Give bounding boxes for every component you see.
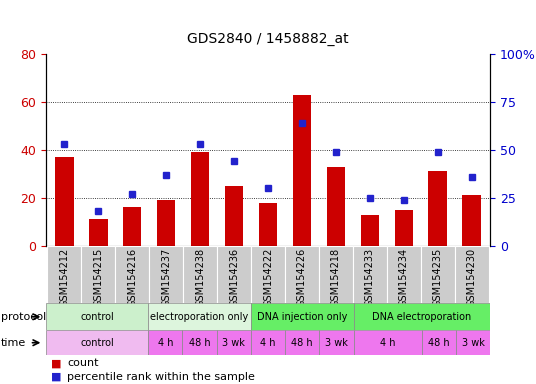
Bar bbox=[394, 210, 413, 246]
Bar bbox=[387, 246, 421, 303]
Bar bbox=[123, 207, 142, 246]
Text: GSM154222: GSM154222 bbox=[263, 248, 273, 307]
Text: GSM154226: GSM154226 bbox=[297, 248, 307, 307]
Bar bbox=[251, 246, 285, 303]
Bar bbox=[285, 330, 319, 355]
Bar bbox=[46, 330, 148, 355]
Text: 4 h: 4 h bbox=[260, 338, 276, 348]
Text: percentile rank within the sample: percentile rank within the sample bbox=[67, 372, 255, 382]
Text: 3 wk: 3 wk bbox=[222, 338, 245, 348]
Bar bbox=[463, 195, 481, 246]
Bar bbox=[293, 94, 311, 246]
Bar bbox=[148, 330, 182, 355]
Text: control: control bbox=[80, 338, 114, 348]
Bar bbox=[354, 330, 422, 355]
Text: GSM154236: GSM154236 bbox=[229, 248, 239, 306]
Text: 48 h: 48 h bbox=[189, 338, 210, 348]
Bar bbox=[326, 167, 345, 246]
Bar bbox=[148, 303, 251, 330]
Bar bbox=[225, 186, 243, 246]
Text: GSM154237: GSM154237 bbox=[161, 248, 171, 307]
Text: DNA electroporation: DNA electroporation bbox=[373, 312, 472, 322]
Text: count: count bbox=[67, 358, 99, 368]
Text: 48 h: 48 h bbox=[428, 338, 450, 348]
Text: GSM154230: GSM154230 bbox=[467, 248, 477, 306]
Text: GDS2840 / 1458882_at: GDS2840 / 1458882_at bbox=[187, 32, 349, 46]
Bar bbox=[182, 330, 217, 355]
Text: 3 wk: 3 wk bbox=[325, 338, 348, 348]
Bar bbox=[259, 203, 277, 246]
Text: 48 h: 48 h bbox=[292, 338, 313, 348]
Text: GSM154233: GSM154233 bbox=[365, 248, 375, 306]
Bar bbox=[285, 246, 319, 303]
Text: 3 wk: 3 wk bbox=[462, 338, 485, 348]
Bar bbox=[149, 246, 183, 303]
Bar bbox=[319, 330, 354, 355]
Bar bbox=[157, 200, 175, 246]
Text: 4 h: 4 h bbox=[380, 338, 396, 348]
Bar bbox=[115, 246, 149, 303]
Bar bbox=[47, 246, 81, 303]
Bar bbox=[354, 303, 490, 330]
Text: 4 h: 4 h bbox=[158, 338, 173, 348]
Bar bbox=[183, 246, 217, 303]
Bar bbox=[81, 246, 115, 303]
Bar bbox=[361, 215, 379, 246]
Bar bbox=[353, 246, 387, 303]
Text: ■: ■ bbox=[51, 358, 62, 368]
Bar bbox=[251, 330, 285, 355]
Bar bbox=[421, 246, 455, 303]
Text: control: control bbox=[80, 312, 114, 322]
Text: DNA injection only: DNA injection only bbox=[257, 312, 347, 322]
Bar bbox=[455, 246, 489, 303]
Bar bbox=[55, 157, 73, 246]
Text: GSM154238: GSM154238 bbox=[195, 248, 205, 306]
Bar bbox=[422, 330, 456, 355]
Text: electroporation only: electroporation only bbox=[151, 312, 249, 322]
Text: GSM154215: GSM154215 bbox=[93, 248, 103, 307]
Text: time: time bbox=[1, 338, 26, 348]
Bar bbox=[428, 171, 447, 246]
Bar bbox=[89, 219, 108, 246]
Bar bbox=[46, 303, 148, 330]
Text: ■: ■ bbox=[51, 372, 62, 382]
Text: GSM154218: GSM154218 bbox=[331, 248, 341, 306]
Text: GSM154216: GSM154216 bbox=[127, 248, 137, 306]
Bar bbox=[217, 246, 251, 303]
Text: GSM154235: GSM154235 bbox=[433, 248, 443, 307]
Text: GSM154212: GSM154212 bbox=[59, 248, 69, 307]
Bar bbox=[456, 330, 490, 355]
Bar bbox=[251, 303, 354, 330]
Bar bbox=[319, 246, 353, 303]
Text: GSM154234: GSM154234 bbox=[399, 248, 409, 306]
Bar bbox=[217, 330, 251, 355]
Bar bbox=[191, 152, 210, 246]
Text: protocol: protocol bbox=[1, 312, 46, 322]
